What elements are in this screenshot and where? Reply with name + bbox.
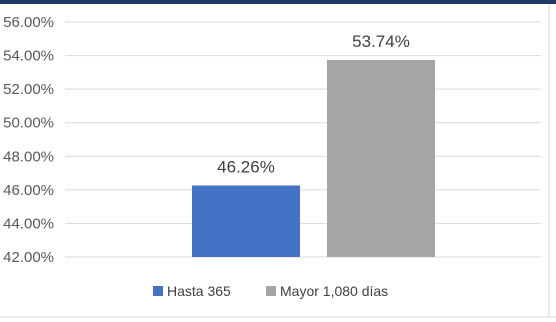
- legend: Hasta 365 Mayor 1,080 días: [153, 283, 388, 299]
- y-tick-label: 44.00%: [3, 215, 54, 232]
- legend-swatch: [153, 286, 163, 296]
- bars: [192, 59, 435, 257]
- gridlines: [65, 21, 541, 258]
- y-tick-label: 42.00%: [3, 249, 54, 266]
- bar: [192, 185, 300, 257]
- y-tick-label: 54.00%: [3, 48, 54, 65]
- y-tick-label: 48.00%: [3, 148, 54, 165]
- y-axis: 42.00% 44.00% 46.00% 48.00% 50.00% 52.00% 54.0…: [3, 14, 54, 266]
- bar-data-label: 46.26%: [217, 157, 275, 176]
- y-tick-label: 46.00%: [3, 182, 54, 199]
- legend-label: Mayor 1,080 días: [280, 283, 388, 299]
- header-strip: [0, 0, 556, 4]
- y-tick-label: 50.00%: [3, 115, 54, 132]
- legend-swatch: [266, 286, 276, 296]
- data-labels: 46.26% 53.74%: [217, 32, 410, 177]
- y-tick-label: 56.00%: [3, 14, 54, 31]
- legend-label: Hasta 365: [167, 283, 231, 299]
- y-tick-label: 52.00%: [3, 81, 54, 98]
- bar-data-label: 53.74%: [352, 32, 410, 51]
- bar: [327, 59, 435, 257]
